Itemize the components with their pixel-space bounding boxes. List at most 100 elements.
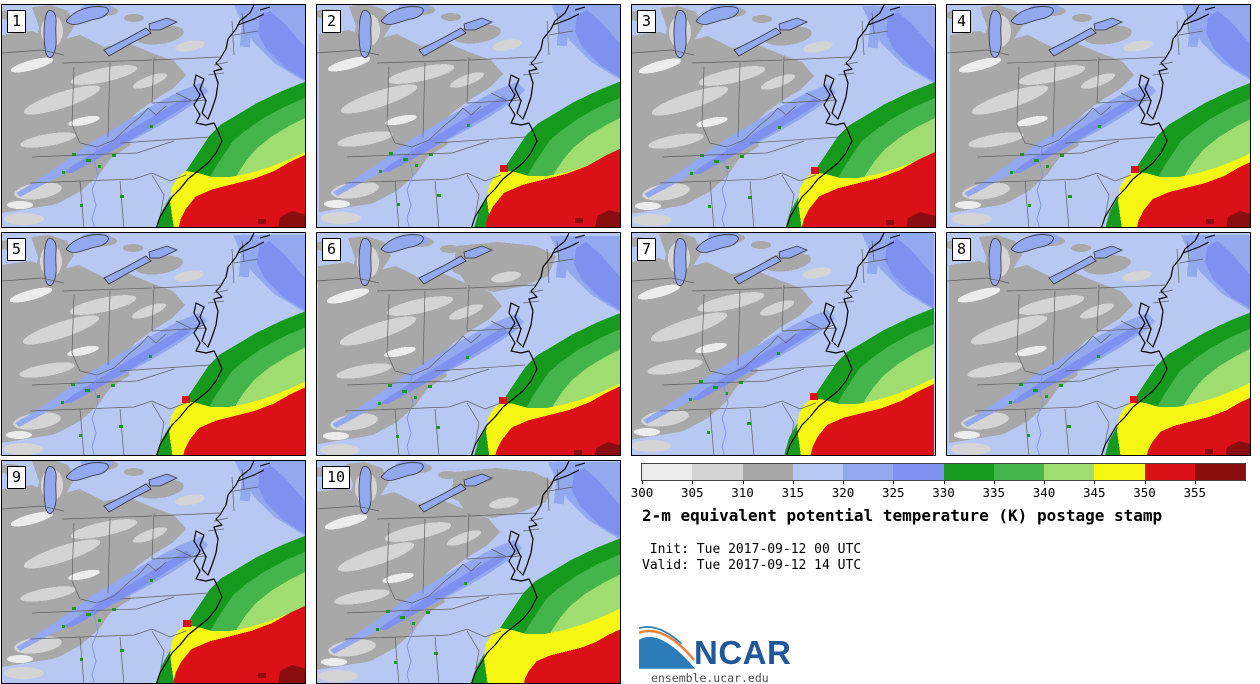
member-map [632, 5, 935, 227]
great-lakes [43, 234, 179, 286]
member-number-badge: 7 [637, 238, 657, 261]
colorbar-tick [843, 481, 844, 484]
colorbar-tick [993, 481, 995, 484]
colorbar-segment [843, 464, 894, 480]
legend-block: 300 305 310 315 320 325 330 335 340 345 350 355 2-m… [631, 460, 1256, 684]
colorbar-tick-label: 335 [982, 485, 1006, 500]
long-island [552, 234, 586, 254]
state-borders [2, 12, 259, 227]
great-lakes [673, 234, 809, 286]
colorbar-segment [993, 464, 1044, 480]
state-borders [947, 12, 1204, 227]
mississippi-river [721, 372, 729, 455]
long-island [237, 234, 271, 254]
coastline [156, 461, 255, 683]
member-panel-8[interactable]: 8 [946, 232, 1251, 456]
state-borders [947, 240, 1204, 455]
member-panel-4[interactable]: 4 [946, 4, 1251, 228]
init-time: Init: Tue 2017-09-12 00 UTC [642, 542, 862, 557]
colorbar-segment [1144, 464, 1195, 480]
member-map [947, 233, 1250, 455]
colorbar-tick-label: 355 [1183, 485, 1207, 500]
member-panel-6[interactable]: 6 [316, 232, 621, 456]
member-panel-3[interactable]: 3 [631, 4, 936, 228]
member-map [317, 5, 620, 227]
colorbar-tick [943, 481, 945, 484]
colorbar-axis: 300 305 310 315 320 325 330 335 340 345 350 355 [631, 481, 1245, 503]
coastline [156, 233, 255, 455]
mississippi-river [406, 372, 414, 455]
coastline [156, 5, 255, 227]
colorbar-segment [943, 464, 994, 480]
member-number-badge: 10 [322, 466, 351, 489]
coastline [471, 461, 570, 683]
colorbar-tick [642, 481, 643, 484]
great-lakes [43, 6, 179, 58]
member-map [2, 233, 305, 455]
theta-e-fill-layers [632, 5, 935, 227]
colorbar-segment [742, 464, 793, 480]
map-geography [2, 233, 271, 455]
colorbar: 300 305 310 315 320 325 330 335 340 345 350 355 [631, 463, 1246, 503]
coastline [1101, 5, 1200, 227]
theta-e-fill-layers [317, 5, 620, 227]
colorbar-tick-label: 325 [881, 485, 905, 500]
great-lakes [988, 234, 1124, 286]
long-island [552, 6, 586, 26]
colorbar-tick [742, 481, 744, 484]
great-lakes [358, 234, 494, 286]
map-geography [2, 461, 271, 683]
long-island [552, 462, 586, 482]
member-number-badge: 6 [322, 238, 342, 261]
theta-e-fill-layers [947, 5, 1250, 227]
coastline [471, 5, 570, 227]
colorbar-tick [792, 481, 794, 484]
colorbar-tick-label: 345 [1082, 485, 1106, 500]
long-island [237, 6, 271, 26]
map-geography [632, 5, 901, 227]
colorbar-tick-label: 320 [831, 485, 855, 500]
member-panel-7[interactable]: 7 [631, 232, 936, 456]
long-island [1182, 6, 1216, 26]
theta-e-fill-layers [317, 234, 620, 455]
member-map [317, 233, 620, 455]
mississippi-river [91, 144, 99, 227]
colorbar-segment [692, 464, 743, 480]
mississippi-river [406, 600, 414, 683]
colorbar-segment [1194, 464, 1245, 480]
long-island [1182, 234, 1216, 254]
map-geography [2, 5, 271, 227]
member-panel-5[interactable]: 5 [1, 232, 306, 456]
great-lakes [358, 462, 494, 514]
member-number-badge: 2 [322, 10, 342, 33]
mississippi-river [721, 144, 729, 227]
colorbar-tick-label: 350 [1133, 485, 1156, 500]
great-lakes [988, 6, 1124, 58]
map-geography [317, 5, 586, 227]
member-panel-10[interactable]: 10 [316, 460, 621, 684]
theta-e-fill-layers [947, 233, 1250, 455]
colorbar-tick [1094, 481, 1096, 484]
member-number-badge: 9 [7, 466, 27, 489]
member-map [317, 461, 620, 683]
coastline [1101, 233, 1200, 455]
member-number-badge: 4 [952, 10, 972, 33]
ncar-wordmark: NCAR [694, 634, 792, 672]
member-number-badge: 1 [7, 10, 27, 33]
colorbar-tick [1144, 481, 1146, 484]
state-borders [317, 240, 574, 455]
ncar-swoosh-icon [639, 626, 696, 669]
member-panel-1[interactable]: 1 [1, 4, 306, 228]
mississippi-river [1036, 144, 1044, 227]
colorbar-tick [1194, 481, 1196, 484]
member-map [632, 233, 935, 455]
plot-title: 2-m equivalent potential temperature (K)… [642, 506, 1163, 525]
mississippi-river [406, 144, 414, 227]
member-panel-2[interactable]: 2 [316, 4, 621, 228]
mississippi-river [91, 600, 99, 683]
member-panel-9[interactable]: 9 [1, 460, 306, 684]
state-borders [632, 240, 889, 455]
great-lakes [43, 462, 179, 514]
colorbar-tick-label: 305 [680, 485, 704, 500]
